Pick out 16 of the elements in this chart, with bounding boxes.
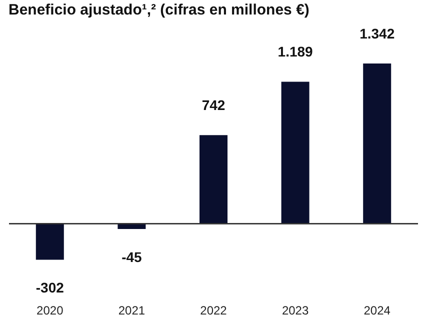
- chart-title: Beneficio ajustado¹,² (cifras en millones €): [8, 1, 310, 18]
- data-label: -45: [122, 249, 142, 266]
- x-tick-label: 2024: [364, 304, 391, 318]
- data-label: -302: [36, 280, 64, 296]
- x-tick-label: 2023: [282, 304, 309, 318]
- x-tick-label: 2021: [118, 304, 146, 318]
- bar: [363, 63, 392, 224]
- x-tick-label: 2022: [200, 304, 228, 318]
- bar: [118, 224, 146, 230]
- x-tick-label: 2020: [36, 304, 64, 318]
- data-label: 1.342: [360, 25, 395, 42]
- bar: [281, 82, 310, 224]
- bar: [200, 135, 228, 224]
- data-label: 1.189: [278, 44, 314, 60]
- bar: [36, 224, 64, 260]
- data-label: 742: [202, 97, 226, 114]
